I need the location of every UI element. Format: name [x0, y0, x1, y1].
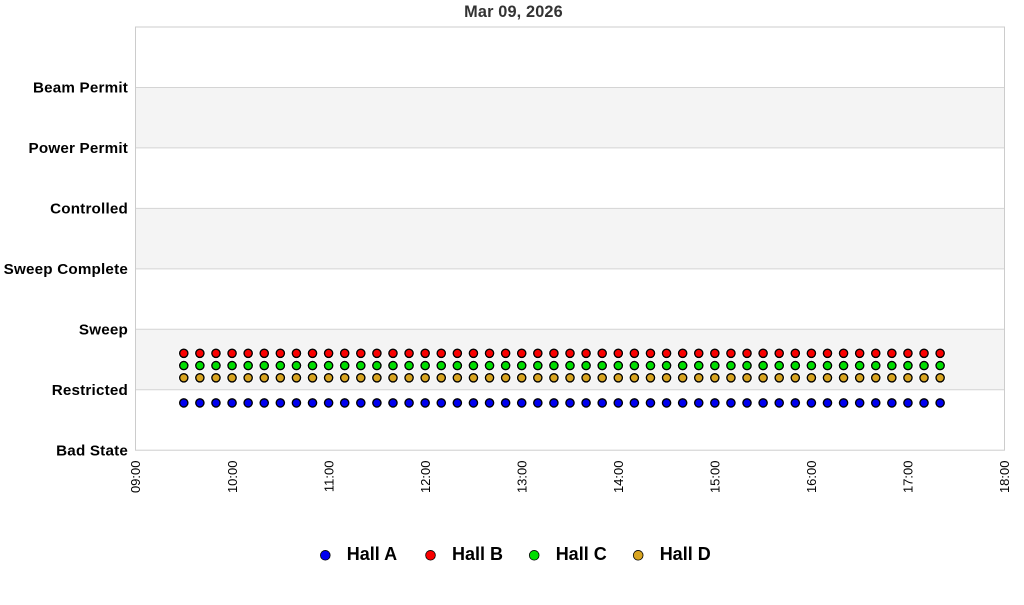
svg-text:Restricted: Restricted [52, 382, 128, 399]
svg-text:16:00: 16:00 [804, 461, 819, 494]
svg-text:12:00: 12:00 [418, 461, 433, 494]
svg-text:Hall D: Hall D [660, 544, 711, 564]
svg-text:09:00: 09:00 [128, 461, 143, 494]
svg-text:11:00: 11:00 [321, 461, 336, 493]
svg-text:Power Permit: Power Permit [29, 140, 128, 157]
svg-text:18:00: 18:00 [997, 460, 1012, 493]
svg-text:Sweep: Sweep [79, 321, 128, 338]
svg-text:14:00: 14:00 [611, 461, 626, 494]
svg-text:13:00: 13:00 [514, 461, 529, 494]
svg-text:17:00: 17:00 [901, 461, 916, 494]
svg-text:Hall C: Hall C [556, 544, 607, 564]
svg-text:15:00: 15:00 [708, 461, 723, 494]
svg-text:10:00: 10:00 [225, 461, 240, 494]
svg-text:Beam Permit: Beam Permit [33, 80, 128, 97]
svg-text:Hall B: Hall B [452, 544, 503, 564]
svg-text:Hall A: Hall A [347, 544, 397, 564]
svg-text:Bad State: Bad State [56, 442, 128, 459]
svg-text:Controlled: Controlled [50, 201, 128, 218]
svg-text:Mar 09, 2026: Mar 09, 2026 [464, 3, 563, 21]
svg-text:Sweep Complete: Sweep Complete [4, 261, 128, 278]
